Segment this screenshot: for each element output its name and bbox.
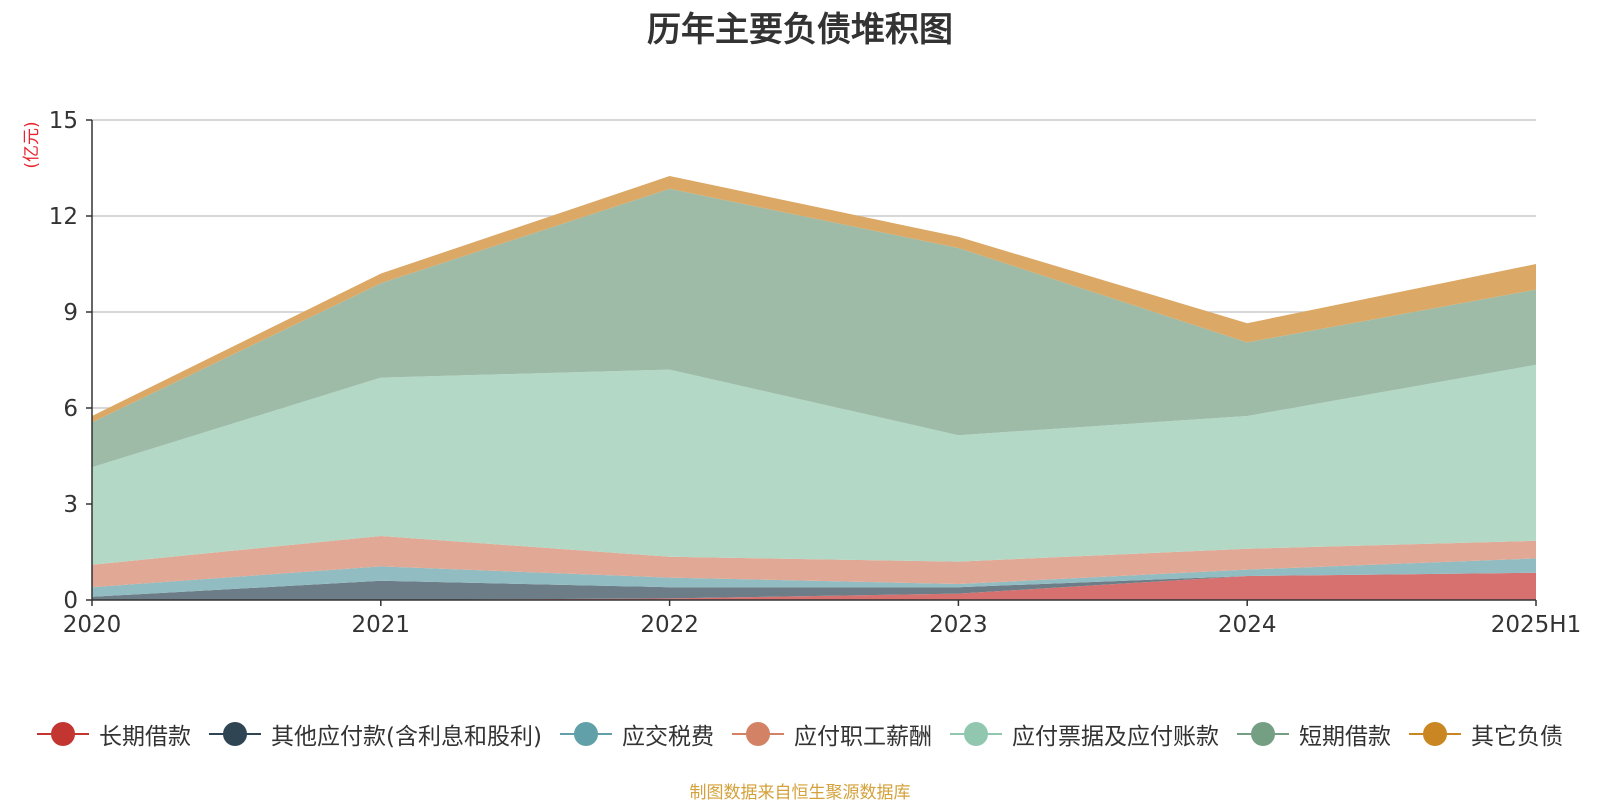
legend-label: 长期借款 — [99, 724, 192, 750]
legend-label: 其它负债 — [1470, 724, 1563, 750]
legend-item[interactable]: 长期借款 — [37, 717, 191, 751]
legend-item[interactable]: 应交税费 — [559, 717, 714, 751]
y-tick-label: 12 — [49, 204, 78, 230]
legend-marker-dot — [573, 722, 598, 746]
area-series-3 — [92, 536, 1536, 588]
legend-marker-dot — [51, 722, 76, 746]
legend-marker-dot — [745, 722, 770, 746]
area-series-0 — [92, 572, 1536, 600]
legend-item[interactable]: 其它负债 — [1408, 717, 1563, 751]
x-tick-label: 2022 — [640, 612, 699, 638]
y-tick-label: 3 — [63, 492, 78, 518]
legend-marker-icon — [949, 722, 1002, 746]
y-tick-label: 9 — [63, 300, 78, 326]
legend-item[interactable]: 应付票据及应付账款 — [949, 717, 1219, 751]
axes: 0 3 6 9 12 15 2020 2021 2022 2023 2024 2025H1 — [49, 108, 1582, 638]
legend-label: 短期借款 — [1298, 724, 1391, 750]
source-note: 制图数据来自恒生聚源数据库 — [689, 783, 911, 803]
legend-marker-icon — [209, 722, 262, 746]
legend-marker-dot — [1422, 722, 1447, 746]
legend-label: 应付职工薪酬 — [793, 724, 932, 750]
legend-marker-dot — [1250, 722, 1275, 746]
legend-marker-icon — [731, 722, 784, 746]
x-tick-label: 2023 — [929, 612, 988, 638]
area-series-5 — [92, 188, 1536, 468]
y-tick-label: 6 — [63, 396, 78, 422]
legend-item[interactable]: 其他应付款(含利息和股利) — [209, 717, 542, 751]
x-tick-label: 2020 — [63, 612, 122, 638]
area-series-1 — [92, 572, 1536, 600]
legend-label: 其他应付款(含利息和股利) — [271, 724, 542, 750]
x-tick-label: 2024 — [1218, 612, 1277, 638]
stacked-areas — [92, 176, 1536, 600]
legend-marker-icon — [1408, 722, 1461, 746]
legend-marker-dot — [223, 722, 248, 746]
legend-label: 应交税费 — [621, 724, 714, 750]
area-series-2 — [92, 558, 1536, 597]
y-axis-unit-label: (亿元) — [22, 121, 42, 168]
y-tick-label: 0 — [63, 588, 78, 614]
legend-marker-icon — [37, 722, 90, 746]
x-tick-label: 2021 — [352, 612, 411, 638]
legend-item[interactable]: 应付职工薪酬 — [731, 717, 932, 751]
x-tick-label: 2025H1 — [1491, 612, 1581, 638]
legend: 长期借款 其他应付款(含利息和股利) 应交税费 应付职工薪酬 应付票据及应付账款 短期借款… — [0, 716, 1600, 752]
chart-title: 历年主要负债堆积图 — [647, 10, 953, 50]
area-series-4 — [92, 364, 1536, 565]
legend-marker-icon — [559, 722, 612, 746]
legend-marker-dot — [963, 722, 988, 746]
legend-label: 应付票据及应付账款 — [1011, 724, 1219, 750]
y-tick-label: 15 — [49, 108, 78, 134]
legend-marker-icon — [1236, 722, 1289, 746]
legend-item[interactable]: 短期借款 — [1236, 717, 1391, 751]
